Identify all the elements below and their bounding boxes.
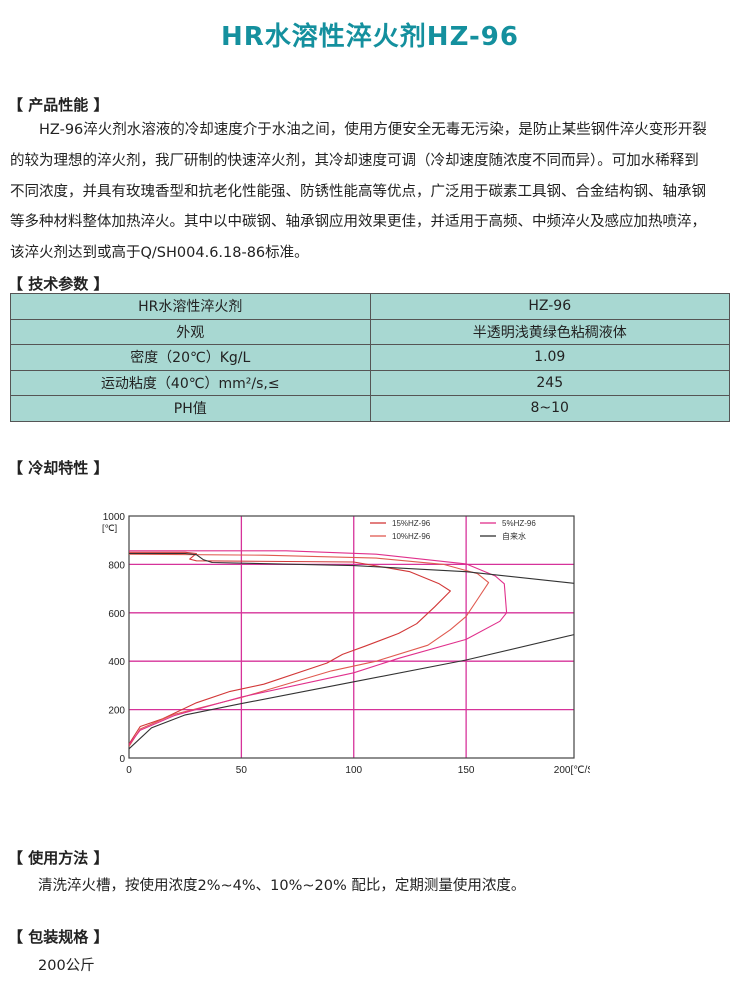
table-row: PH值 8~10 — [10, 395, 730, 422]
x-tick-label: 150 — [458, 765, 475, 776]
x-tick-label: 100 — [345, 765, 362, 776]
table-row: 密度（20℃）Kg/L 1.09 — [10, 344, 730, 371]
section-heading-usage: 【 使用方法 】 — [8, 849, 109, 867]
cell: PH值 — [10, 395, 371, 422]
specs-table: HR水溶性淬火剂 HZ-96 外观 半透明浅黄绿色粘稠液体 密度（20℃）Kg/L 1… — [10, 293, 730, 422]
series-line — [128, 553, 490, 747]
cell: 外观 — [10, 318, 371, 345]
cell: 半透明浅黄绿色粘稠液体 — [369, 318, 730, 345]
table-row: HR水溶性淬火剂 HZ-96 — [10, 293, 730, 320]
section-heading-packing: 【 包装规格 】 — [8, 928, 109, 946]
legend-label: 15%HZ-96 — [392, 519, 431, 528]
section-heading-performance: 【 产品性能 】 — [8, 96, 109, 114]
cell: 8~10 — [369, 395, 730, 422]
section-heading-cooling: 【 冷却特性 】 — [8, 459, 109, 477]
paragraph-line: HZ-96淬火剂水溶液的冷却速度介于水油之间，使用方便安全无毒无污染，是防止某些… — [10, 122, 707, 138]
y-tick-label: 1000 — [103, 512, 126, 523]
page-title: HR水溶性淬火剂HZ-96 — [221, 22, 519, 52]
performance-paragraph: HZ-96淬火剂水溶液的冷却速度介于水油之间，使用方便安全无毒无污染，是防止某些… — [10, 115, 732, 269]
y-axis-label: [℃] — [102, 523, 117, 533]
series-line — [128, 634, 575, 750]
cell: 1.09 — [369, 344, 730, 371]
cell: 运动粘度（40℃）mm²/s,≤ — [10, 369, 371, 396]
paragraph-line: 该淬火剂达到或高于Q/SH004.6.18-86标准。 — [10, 245, 309, 262]
legend-label: 10%HZ-96 — [392, 532, 431, 541]
cell: HZ-96 — [369, 293, 730, 320]
packing-text: 200公斤 — [38, 958, 95, 974]
cell: 密度（20℃）Kg/L — [10, 344, 371, 371]
series-line — [129, 552, 575, 584]
cell: HR水溶性淬火剂 — [10, 293, 371, 320]
section-heading-specs: 【 技术参数 】 — [8, 275, 109, 293]
paragraph-line: 不同浓度，并具有玫瑰香型和抗老化性能强、防锈性能高等优点，广泛用于碳素工具钢、合… — [10, 183, 706, 200]
cell: 245 — [369, 369, 730, 396]
x-tick-label: 50 — [236, 765, 248, 776]
cooling-curve-chart: 02004006008001000[℃]050100150200[℃/S]15%… — [102, 512, 590, 776]
series-line — [128, 550, 508, 746]
series-line — [128, 551, 451, 745]
x-tick-label: 0 — [126, 765, 132, 776]
legend-label: 5%HZ-96 — [502, 519, 536, 528]
table-row: 外观 半透明浅黄绿色粘稠液体 — [10, 318, 730, 345]
y-tick-label: 0 — [119, 754, 125, 765]
paragraph-line: 等多种材料整体加热淬火。其中以中碳钢、轴承钢应用效果更佳，并适用于高频、中频淬火… — [10, 214, 706, 231]
paragraph-line: 的较为理想的淬火剂，我厂研制的快速淬火剂，其冷却速度可调（冷却速度随浓度不同而异… — [10, 152, 699, 169]
y-tick-label: 400 — [108, 657, 125, 668]
y-tick-label: 600 — [108, 609, 125, 620]
x-tick-label: 200 — [554, 765, 571, 776]
x-axis-label: [℃/S] — [570, 765, 590, 776]
plot-frame — [128, 515, 575, 759]
y-tick-label: 800 — [108, 560, 125, 571]
legend-label: 自来水 — [502, 531, 526, 541]
usage-text: 清洗淬火槽，按使用浓度2%~4%、10%~20% 配比，定期测量使用浓度。 — [38, 878, 526, 894]
table-row: 运动粘度（40℃）mm²/s,≤ 245 — [10, 369, 730, 396]
y-tick-label: 200 — [108, 706, 125, 717]
